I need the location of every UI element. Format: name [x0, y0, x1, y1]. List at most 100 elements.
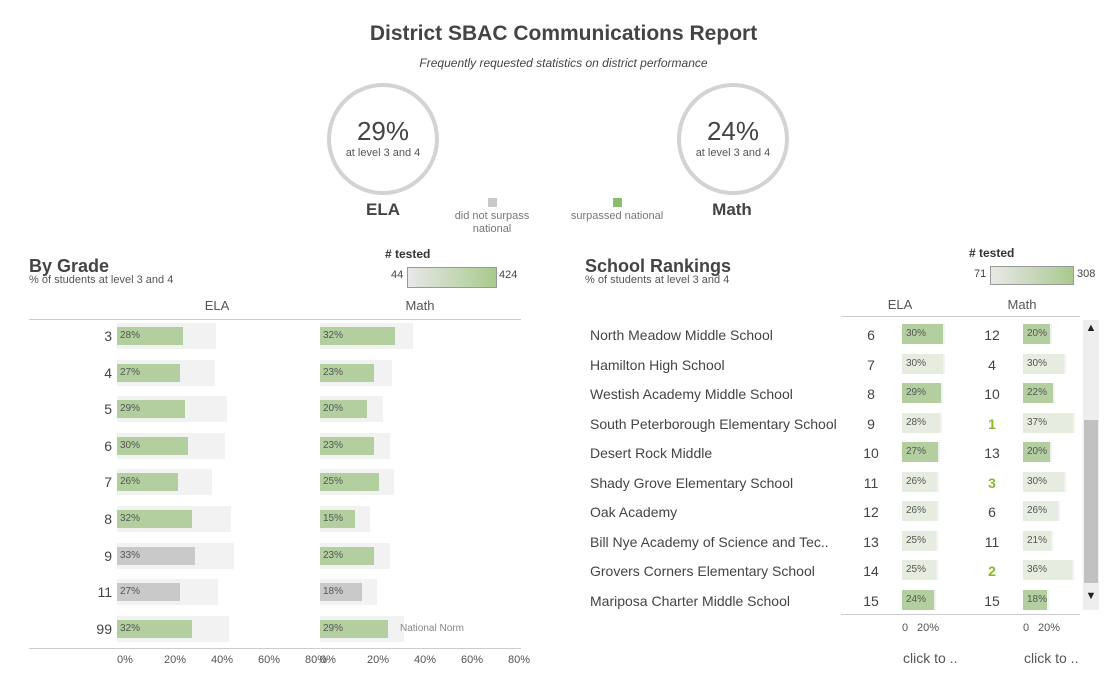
grade-math-bar[interactable]: 23% — [320, 363, 374, 382]
school-tested-max: 308 — [1077, 268, 1096, 280]
scroll-up-arrow-icon[interactable]: ▲ — [1085, 322, 1097, 334]
school-ela-bar[interactable]: 26% — [902, 501, 937, 521]
grade-label: 8 — [104, 511, 112, 527]
grade-ela-bar[interactable]: 27% — [117, 583, 180, 602]
grade-ela-axis-tick: 80% — [305, 654, 328, 666]
grade-ela-bar[interactable]: 29% — [117, 400, 185, 419]
grade-math-bar[interactable]: 23% — [320, 436, 374, 455]
school-math-rank: 2 — [988, 563, 996, 579]
school-rankings-subtitle: % of students at level 3 and 4 — [585, 274, 730, 286]
school-math-bar[interactable]: 30% — [1023, 471, 1064, 492]
grade-label: 11 — [97, 584, 112, 601]
school-math-bar[interactable]: 30% — [1023, 353, 1064, 374]
school-ela-bar[interactable]: 26% — [902, 471, 937, 492]
school-ela-bar[interactable]: 25% — [902, 530, 936, 551]
school-tested-gradient — [990, 266, 1074, 285]
school-ela-rank: 7 — [867, 356, 875, 373]
grade-ela-bar[interactable]: 26% — [117, 473, 178, 492]
legend-not-surpass-label: did not surpass national — [454, 210, 530, 235]
school-list-scrollbar[interactable]: ▲ ▼ — [1083, 320, 1099, 610]
school-math-rank: 1 — [988, 415, 996, 432]
school-ela-bar[interactable]: 30% — [902, 324, 943, 344]
ela-kpi-label: ELA — [366, 200, 400, 219]
ela-kpi-ring[interactable]: 29% at level 3 and 4 — [327, 83, 439, 195]
grade-math-bar[interactable]: 18% — [320, 583, 362, 602]
school-ela-bar[interactable]: 29% — [902, 383, 941, 403]
school-name[interactable]: South Peterborough Elementary School — [590, 415, 837, 432]
grade-label: 9 — [104, 547, 112, 564]
school-name[interactable]: Oak Academy — [590, 504, 678, 520]
math-kpi-ring[interactable]: 24% at level 3 and 4 — [677, 83, 789, 195]
grade-math-bar[interactable]: 25% — [320, 473, 379, 492]
grade-ela-bar[interactable]: 30% — [117, 436, 188, 455]
grade-math-bar[interactable]: 23% — [320, 546, 374, 565]
grade-ela-bar[interactable]: 32% — [117, 510, 192, 528]
school-math-header[interactable]: Math — [1007, 297, 1037, 312]
grade-ela-bar[interactable]: 27% — [117, 363, 180, 382]
ela-kpi-subtext: at level 3 and 4 — [345, 147, 421, 159]
by-grade-ela-header[interactable]: ELA — [204, 298, 230, 313]
scroll-thumb[interactable] — [1084, 420, 1098, 583]
school-ela-rank: 12 — [863, 504, 879, 520]
by-grade-title: By Grade — [29, 256, 110, 276]
school-math-bar[interactable]: 36% — [1023, 560, 1072, 580]
school-ela-rank: 15 — [863, 592, 879, 609]
grade-math-axis-tick: 80% — [508, 654, 531, 666]
legend-surpassed: surpassed national — [562, 198, 672, 223]
school-name[interactable]: Bill Nye Academy of Science and Tec.. — [590, 533, 829, 550]
school-ela-bar[interactable]: 25% — [902, 560, 936, 580]
school-math-bar[interactable]: 37% — [1023, 412, 1073, 433]
grade-math-bar[interactable]: 29% — [320, 619, 388, 638]
by-grade-math-header[interactable]: Math — [405, 298, 435, 313]
ela-kpi-value: 29% — [356, 116, 410, 146]
by-grade-tested-gradient — [407, 267, 497, 288]
school-ela-bar[interactable]: 24% — [902, 589, 934, 610]
school-math-bar[interactable]: 18% — [1023, 589, 1047, 610]
school-math-bar[interactable]: 22% — [1023, 383, 1053, 403]
school-ela-rank: 9 — [867, 415, 875, 432]
school-ela-header[interactable]: ELA — [887, 297, 913, 312]
school-header-divider — [841, 316, 1080, 317]
grade-math-bar[interactable]: 15% — [320, 510, 355, 528]
grade-label: 6 — [104, 437, 112, 454]
grade-math-axis-tick: 60% — [461, 654, 484, 666]
scroll-down-arrow-icon[interactable]: ▼ — [1085, 590, 1097, 602]
school-math-rank: 11 — [984, 533, 1000, 550]
school-name[interactable]: Grovers Corners Elementary School — [590, 563, 815, 579]
grade-label: 4 — [104, 364, 112, 381]
legend-green-square-icon — [612, 198, 622, 207]
school-math-rank: 10 — [984, 386, 1000, 402]
school-math-bar[interactable]: 21% — [1023, 530, 1051, 551]
school-math-bar[interactable]: 20% — [1023, 324, 1050, 344]
school-math-axis-tick-20: 20% — [1038, 622, 1061, 634]
school-math-bar[interactable]: 26% — [1023, 501, 1058, 521]
school-ela-rank: 14 — [863, 563, 879, 579]
school-name[interactable]: Hamilton High School — [590, 356, 725, 373]
school-ela-rank: 8 — [867, 386, 875, 402]
grade-ela-bar[interactable]: 32% — [117, 619, 192, 638]
school-tested-title: # tested — [969, 246, 1015, 260]
school-name[interactable]: Westish Academy Middle School — [590, 386, 793, 402]
school-name[interactable]: Shady Grove Elementary School — [590, 474, 794, 491]
grade-math-bar[interactable]: 20% — [320, 400, 367, 419]
grade-ela-bar[interactable]: 33% — [117, 546, 195, 565]
grade-math-bar[interactable]: 32% — [320, 327, 395, 345]
school-ela-rank: 13 — [863, 533, 879, 550]
school-name[interactable]: Desert Rock Middle — [590, 445, 713, 461]
school-ela-bar[interactable]: 27% — [902, 442, 938, 462]
school-math-rank: 12 — [984, 327, 1000, 343]
school-ela-click-hint[interactable]: click to .. — [903, 650, 958, 666]
school-name[interactable]: North Meadow Middle School — [590, 327, 773, 343]
school-name[interactable]: Mariposa Charter Middle School — [590, 592, 790, 609]
school-math-click-hint[interactable]: click to .. — [1024, 650, 1079, 666]
grade-label: 99 — [96, 620, 112, 637]
report-subtitle: Frequently requested statistics on distr… — [419, 56, 708, 70]
school-ela-bar[interactable]: 30% — [902, 353, 943, 374]
grade-ela-bar[interactable]: 28% — [117, 327, 183, 345]
school-math-bar[interactable]: 20% — [1023, 442, 1050, 462]
legend-gray-square-icon — [487, 198, 497, 207]
school-math-rank: 15 — [984, 592, 1000, 609]
grade-label: 5 — [104, 401, 112, 418]
school-math-axis-tick-0: 0 — [1023, 622, 1030, 634]
school-ela-bar[interactable]: 28% — [902, 412, 940, 433]
